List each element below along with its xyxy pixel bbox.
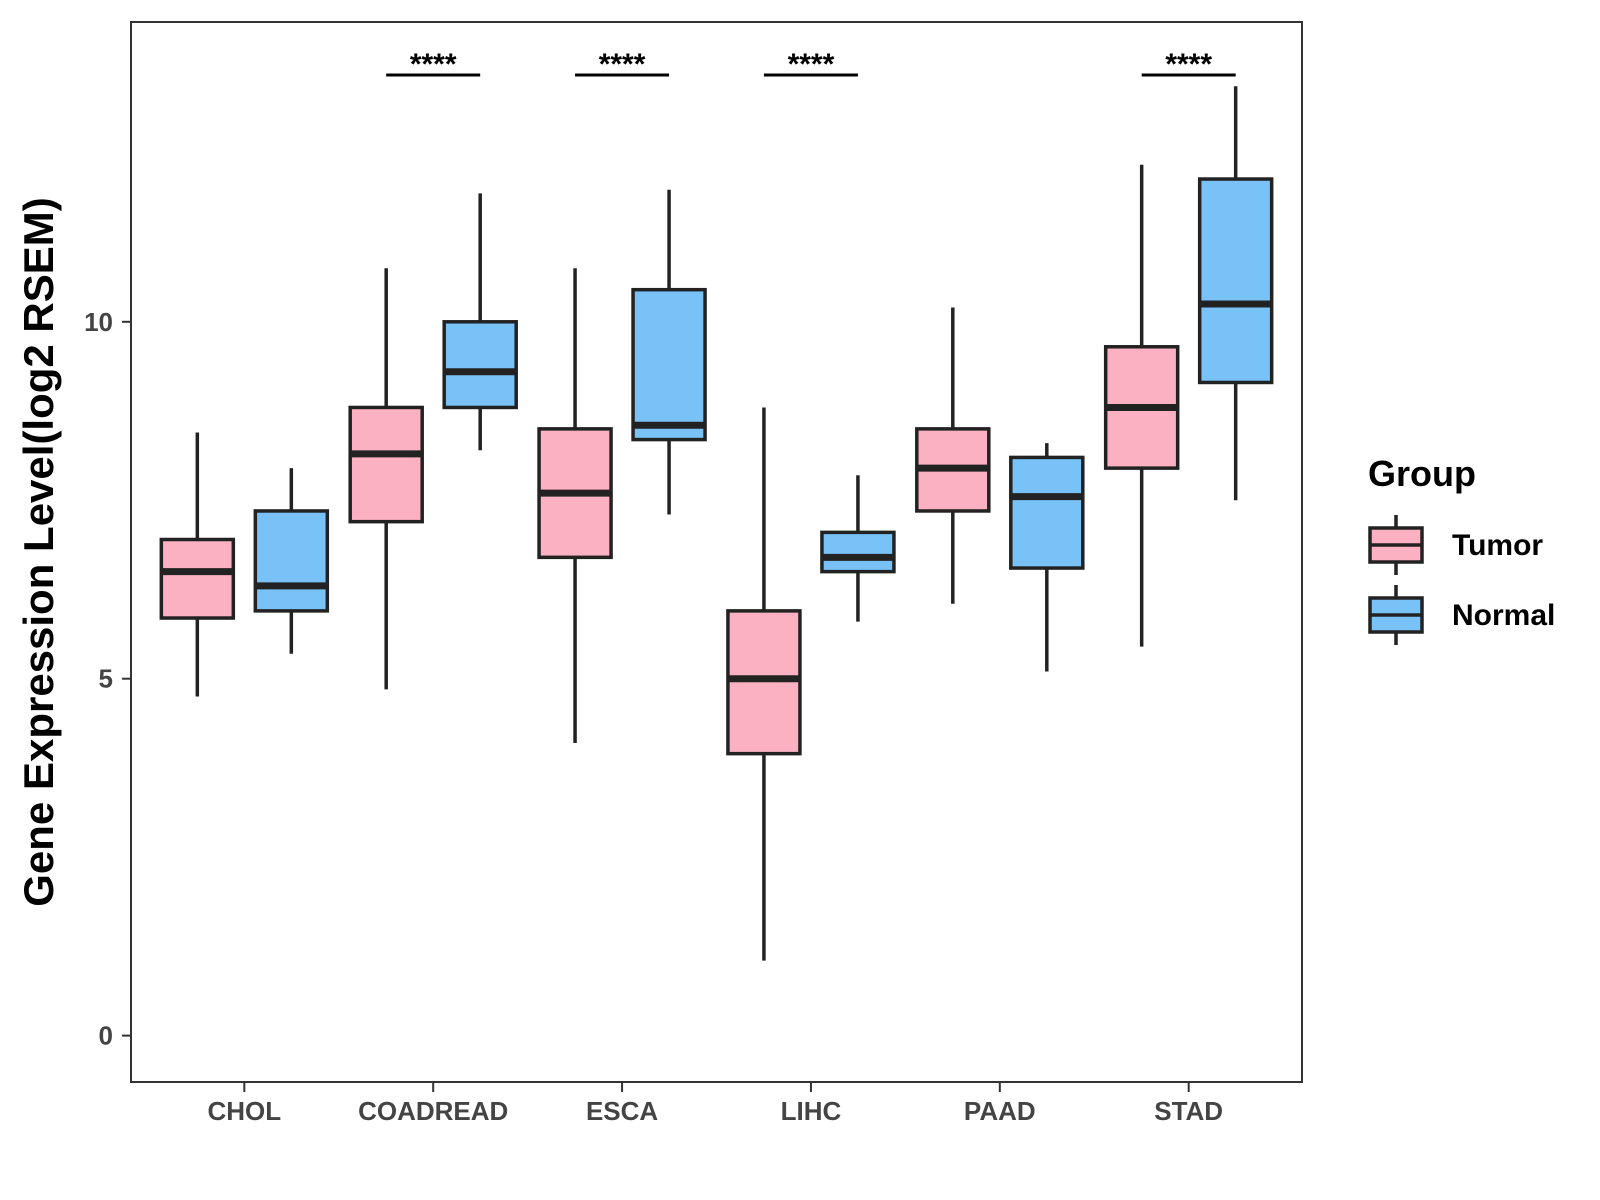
legend-label-normal: Normal bbox=[1452, 599, 1555, 632]
x-tick-label: PAAD bbox=[964, 1096, 1036, 1126]
box-tumor bbox=[348, 405, 424, 524]
significance-label: **** bbox=[1165, 48, 1212, 81]
box-normal bbox=[820, 530, 896, 574]
x-tick-label: STAD bbox=[1154, 1096, 1223, 1126]
legend-title: Group bbox=[1368, 453, 1476, 494]
x-axis: CHOL COADREAD ESCA LIHC PAAD STAD bbox=[207, 1082, 1223, 1126]
box-normal bbox=[1009, 455, 1085, 570]
y-tick-label: 5 bbox=[99, 664, 113, 694]
x-tick-label: LIHC bbox=[781, 1096, 842, 1126]
legend: Group Tumor Normal bbox=[1368, 453, 1555, 645]
box-normal bbox=[253, 509, 330, 613]
box-normal bbox=[631, 287, 707, 442]
x-tick-label: COADREAD bbox=[358, 1096, 508, 1126]
significance-label: **** bbox=[410, 48, 457, 81]
x-tick-label: CHOL bbox=[207, 1096, 281, 1126]
y-axis: 0 5 10 bbox=[84, 307, 131, 1051]
box-tumor bbox=[159, 537, 236, 620]
box-normal bbox=[1197, 177, 1274, 385]
y-tick-label: 10 bbox=[84, 307, 113, 337]
box-normal bbox=[442, 320, 518, 410]
x-tick-label: ESCA bbox=[586, 1096, 658, 1126]
significance-label: **** bbox=[788, 48, 835, 81]
y-axis-label: Gene Expression Level(log2 RSEM) bbox=[15, 197, 62, 907]
legend-label-tumor: Tumor bbox=[1452, 529, 1543, 562]
plot-area: **** **** **** **** bbox=[159, 48, 1274, 961]
significance-label: **** bbox=[599, 48, 646, 81]
y-tick-label: 0 bbox=[99, 1021, 113, 1051]
panel-border bbox=[130, 21, 1303, 1083]
box-tumor bbox=[726, 609, 802, 756]
